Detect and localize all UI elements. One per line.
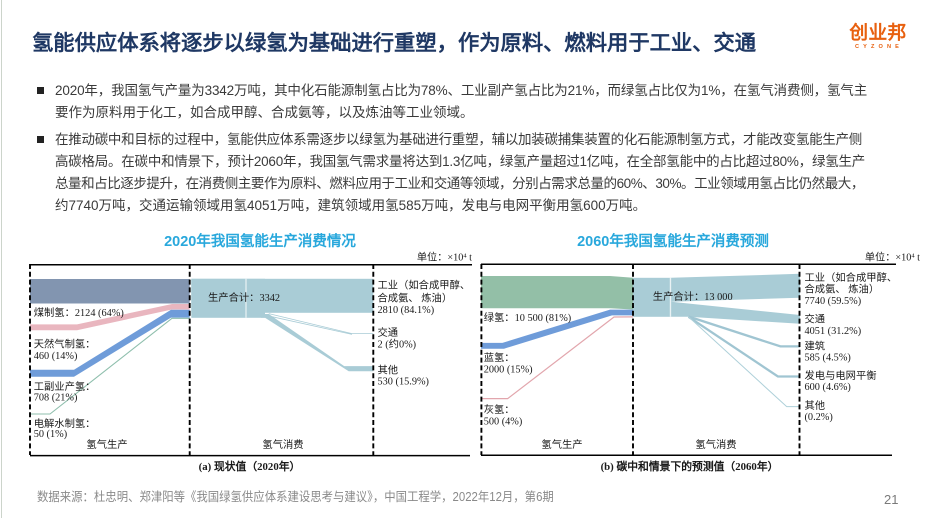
svg-text:530 (15.9%): 530 (15.9%) [378,377,429,388]
svg-text:2810 (84.1%): 2810 (84.1%) [378,305,435,316]
svg-text:2 (约0%): 2 (约0%) [378,338,417,351]
svg-text:氢气消费: 氢气消费 [695,438,736,451]
svg-text:(0.2%): (0.2%) [805,412,833,423]
svg-text:(a) 现状值（2020年）: (a) 现状值（2020年） [199,459,301,473]
svg-text:生产合计：3342: 生产合计：3342 [208,291,280,304]
svg-text:发电与电网平衡: 发电与电网平衡 [805,369,877,382]
svg-text:2060年我国氢能生产消费预测: 2060年我国氢能生产消费预测 [577,232,769,250]
svg-text:其他: 其他 [378,364,399,377]
svg-text:生产合计：13 000: 生产合计：13 000 [653,290,733,303]
svg-text:500 (4%): 500 (4%) [484,417,523,428]
svg-text:工业（如合成甲醇、: 工业（如合成甲醇、 [378,279,471,292]
svg-text:工副业产氢：: 工副业产氢： [34,380,96,393]
svg-text:单位：×104 t: 单位：×104 t [865,251,920,264]
svg-text:电解水制氢：: 电解水制氢： [34,417,96,430]
svg-text:50 (1%): 50 (1%) [34,429,67,440]
svg-text:2000 (15%): 2000 (15%) [484,365,533,376]
svg-text:煤制氢：2124 (64%): 煤制氢：2124 (64%) [34,306,124,319]
svg-text:585 (4.5%): 585 (4.5%) [805,353,851,364]
svg-text:氢气生产: 氢气生产 [86,438,127,451]
svg-text:7740 (59.5%): 7740 (59.5%) [805,296,862,307]
svg-text:绿氢：10 500 (81%): 绿氢：10 500 (81%) [484,311,572,324]
svg-text:灰氢：: 灰氢： [484,403,515,416]
svg-text:(b) 碳中和情景下的预测值（2060年）: (b) 碳中和情景下的预测值（2060年） [601,459,779,473]
svg-text:合成氨、 炼油）: 合成氨、 炼油） [805,283,880,296]
svg-text:氢气生产: 氢气生产 [541,438,582,451]
svg-text:工业（如合成甲醇、: 工业（如合成甲醇、 [805,271,898,284]
svg-text:460 (14%): 460 (14%) [34,351,78,362]
svg-text:单位：×104 t: 单位：×104 t [417,251,472,264]
svg-text:交通: 交通 [378,326,399,339]
svg-text:建筑: 建筑 [805,340,826,353]
svg-text:708 (21%): 708 (21%) [34,393,78,404]
svg-text:4051 (31.2%): 4051 (31.2%) [805,326,862,337]
svg-text:天然气制氢：: 天然气制氢： [34,338,96,351]
svg-text:600 (4.6%): 600 (4.6%) [805,382,851,393]
svg-text:合成氨、 炼油）: 合成氨、 炼油） [378,292,453,305]
svg-text:交通: 交通 [805,313,826,326]
svg-text:2020年我国氢能生产消费情况: 2020年我国氢能生产消费情况 [164,232,356,250]
svg-text:蓝氢：: 蓝氢： [484,351,515,364]
svg-text:氢气消费: 氢气消费 [262,438,303,451]
svg-text:其他: 其他 [805,399,826,412]
